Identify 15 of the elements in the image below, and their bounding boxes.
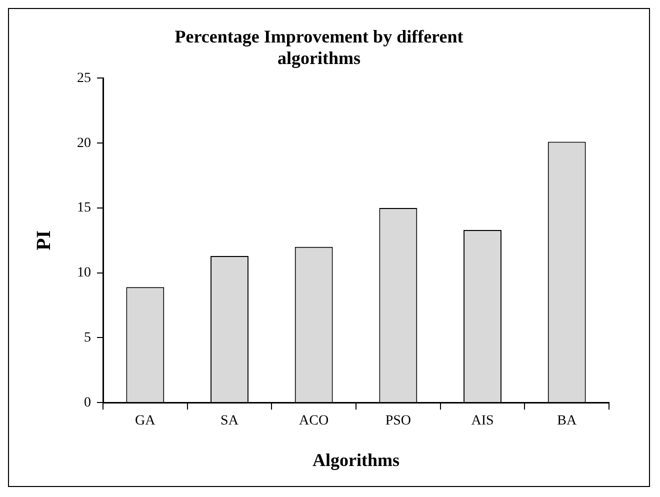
x-axis-title: Algorithms <box>312 450 400 470</box>
x-tick-label: SA <box>220 414 240 429</box>
y-tick-label: 10 <box>77 266 91 281</box>
y-tick-label: 25 <box>77 70 91 86</box>
x-tick-label: ACO <box>299 414 329 429</box>
x-tick-label: AIS <box>471 414 494 429</box>
x-tick-label: PSO <box>385 414 412 429</box>
y-tick-label: 5 <box>84 330 91 346</box>
y-axis-title: PI <box>33 230 56 250</box>
y-tick-label: 15 <box>77 200 91 216</box>
y-tick-label: 20 <box>77 136 91 151</box>
x-tick-label: BA <box>557 414 578 429</box>
x-tick-label: GA <box>135 414 156 429</box>
chart-title: Percentage Improvement by different algorithms <box>174 26 464 68</box>
y-tick-label: 0 <box>84 395 91 410</box>
